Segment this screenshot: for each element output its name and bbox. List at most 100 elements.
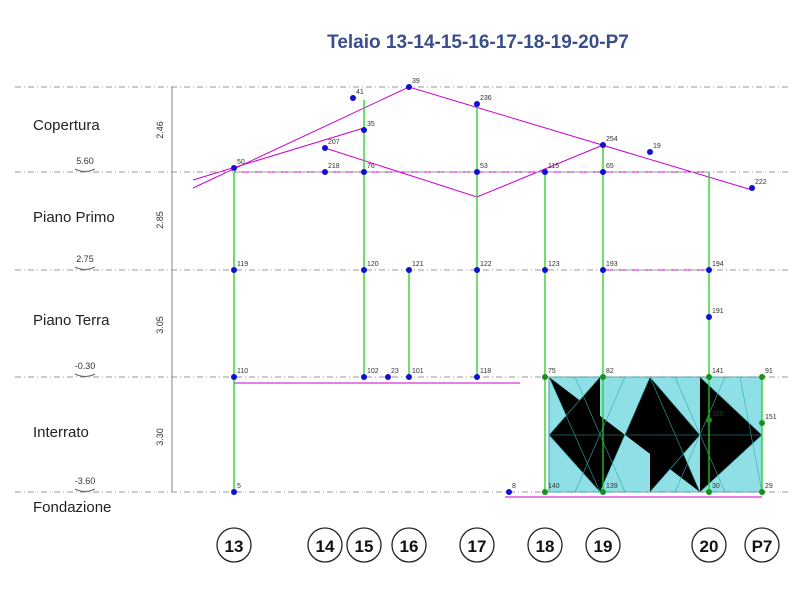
- node-label: 207: [328, 139, 340, 146]
- columns: [233, 100, 763, 492]
- axis-bubble: [744, 527, 780, 563]
- node: [600, 374, 606, 380]
- node-label: 118: [480, 368, 491, 375]
- node: [600, 169, 606, 175]
- node: [749, 185, 755, 191]
- floor-name: Interrato: [33, 424, 89, 441]
- node: [506, 489, 512, 495]
- level-mark: [74, 373, 96, 377]
- node: [706, 267, 712, 273]
- floor-name: Copertura: [33, 117, 100, 134]
- axis-bubble: [307, 527, 343, 563]
- level-mark: [74, 266, 96, 270]
- node-label: 101: [412, 368, 424, 375]
- node: [706, 374, 712, 380]
- axis-label: P7: [752, 537, 773, 556]
- floor-name: Piano Terra: [33, 312, 110, 329]
- node-label: 254: [606, 136, 618, 143]
- storey-height: 3.05: [155, 316, 165, 334]
- node: [474, 267, 480, 273]
- node-label: 218: [328, 163, 340, 170]
- level-label: 2.75: [76, 254, 94, 264]
- axis-bubble: [346, 527, 382, 563]
- node-label: 236: [480, 95, 492, 102]
- node-label: 141: [712, 368, 724, 375]
- node: [647, 149, 653, 155]
- storey-height: 3.30: [155, 428, 165, 446]
- node: [600, 489, 606, 495]
- node: [322, 145, 328, 151]
- title: Telaio 13-14-15-16-17-18-19-20-P7: [327, 32, 629, 53]
- axis-bubble: [459, 527, 495, 563]
- level-label: -0.30: [75, 361, 96, 371]
- node: [600, 142, 606, 148]
- axis-label: 15: [355, 537, 374, 556]
- node-label: 53: [480, 163, 488, 170]
- level-mark: [74, 168, 96, 172]
- node: [361, 374, 367, 380]
- node: [759, 374, 765, 380]
- node-label: 139: [606, 483, 618, 490]
- node: [542, 489, 548, 495]
- axis-bubble: [216, 527, 252, 563]
- node: [361, 127, 367, 133]
- axis-label: 16: [400, 537, 419, 556]
- node-label: 30: [712, 483, 720, 490]
- node-label: 123: [548, 261, 560, 268]
- level-label: 5.60: [76, 156, 94, 166]
- node-label: 19: [653, 143, 661, 150]
- node: [231, 374, 237, 380]
- node-label: 194: [712, 261, 724, 268]
- node: [474, 169, 480, 175]
- node: [385, 374, 391, 380]
- axis-label: 19: [594, 537, 613, 556]
- storey-height: 2.85: [155, 211, 165, 229]
- node-label: 110: [237, 368, 248, 375]
- axis-label: 13: [225, 537, 244, 556]
- level-label: -3.60: [75, 476, 96, 486]
- node-label: 120: [367, 261, 379, 268]
- floor-name: Fondazione: [33, 499, 111, 516]
- node-label: 151: [765, 414, 777, 421]
- node: [600, 267, 606, 273]
- node-label: 121: [412, 261, 424, 268]
- axis-label: 18: [536, 537, 555, 556]
- node: [406, 84, 412, 90]
- node: [474, 101, 480, 107]
- node: [406, 374, 412, 380]
- node: [706, 314, 712, 320]
- node: [231, 165, 237, 171]
- node: [474, 374, 480, 380]
- axis-label: 20: [700, 537, 719, 556]
- storey-height: 2.46: [155, 121, 165, 139]
- node: [542, 374, 548, 380]
- node-label: 41: [356, 89, 364, 96]
- level-mark: [74, 488, 96, 492]
- axis-bubble: [391, 527, 427, 563]
- node: [361, 267, 367, 273]
- axis-bubble: [585, 527, 621, 563]
- node-label: 102: [367, 368, 379, 375]
- node-label: 193: [606, 261, 618, 268]
- node-label: 50: [237, 159, 245, 166]
- node-label: 91: [765, 368, 773, 375]
- node-label: 35: [367, 121, 375, 128]
- node: [361, 169, 367, 175]
- node-label: 39: [412, 78, 420, 85]
- node: [322, 169, 328, 175]
- node: [406, 267, 412, 273]
- floor-name: Piano Primo: [33, 209, 115, 226]
- node: [759, 420, 765, 426]
- node-label: 222: [755, 179, 767, 186]
- node: [706, 417, 712, 423]
- node-label: 76: [367, 163, 375, 170]
- node: [542, 169, 548, 175]
- node-label: 8: [512, 483, 516, 490]
- node: [231, 267, 237, 273]
- node: [759, 489, 765, 495]
- node-label: 23: [391, 368, 399, 375]
- node-label: 119: [237, 261, 248, 268]
- node: [706, 489, 712, 495]
- node-label: 5: [237, 483, 241, 490]
